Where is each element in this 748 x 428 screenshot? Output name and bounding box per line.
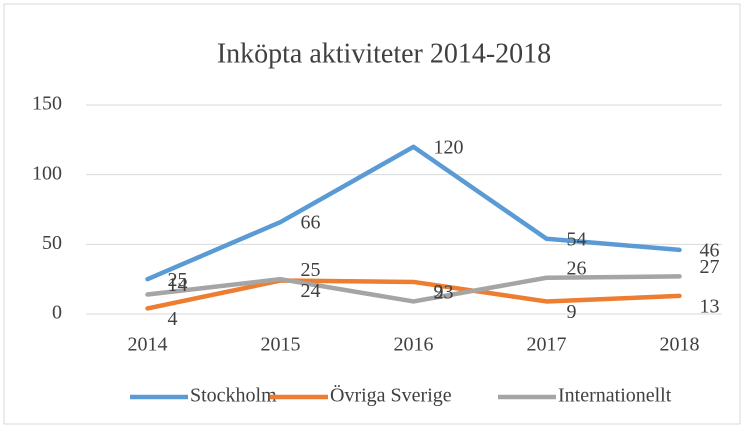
data-label: 13 bbox=[700, 295, 720, 317]
series-line bbox=[145, 144, 682, 282]
y-tick-label: 100 bbox=[32, 162, 62, 184]
legend-label: Övriga Sverige bbox=[330, 384, 452, 407]
x-tick-label: 2014 bbox=[128, 334, 168, 356]
series-line bbox=[145, 278, 682, 311]
data-label: 25 bbox=[301, 259, 321, 281]
series-line bbox=[145, 274, 682, 304]
data-label: 23 bbox=[434, 282, 454, 304]
y-tick-label: 50 bbox=[42, 232, 62, 254]
data-label: 14 bbox=[168, 274, 188, 296]
x-tick-label: 2018 bbox=[660, 334, 700, 356]
data-label: 120 bbox=[434, 136, 464, 158]
data-label: 9 bbox=[567, 301, 577, 323]
y-tick-label: 150 bbox=[32, 93, 62, 115]
data-label: 24 bbox=[301, 280, 321, 302]
x-tick-label: 2015 bbox=[261, 334, 301, 356]
data-label: 66 bbox=[301, 212, 321, 234]
x-tick-label: 2017 bbox=[527, 334, 567, 356]
chart-title: Inköpta aktiviteter 2014-2018 bbox=[217, 38, 551, 69]
data-label: 4 bbox=[168, 308, 178, 330]
x-tick-label: 2016 bbox=[394, 334, 434, 356]
data-label: 9 bbox=[434, 281, 444, 303]
data-label: 46 bbox=[700, 240, 720, 262]
legend-label: Stockholm bbox=[190, 385, 277, 407]
data-label: 27 bbox=[700, 256, 720, 278]
data-label: 26 bbox=[567, 257, 587, 279]
legend-label: Internationellt bbox=[558, 385, 672, 407]
data-label: 54 bbox=[567, 228, 587, 250]
chart-border bbox=[3, 3, 741, 425]
data-label: 25 bbox=[168, 269, 188, 291]
y-tick-label: 0 bbox=[52, 302, 62, 324]
